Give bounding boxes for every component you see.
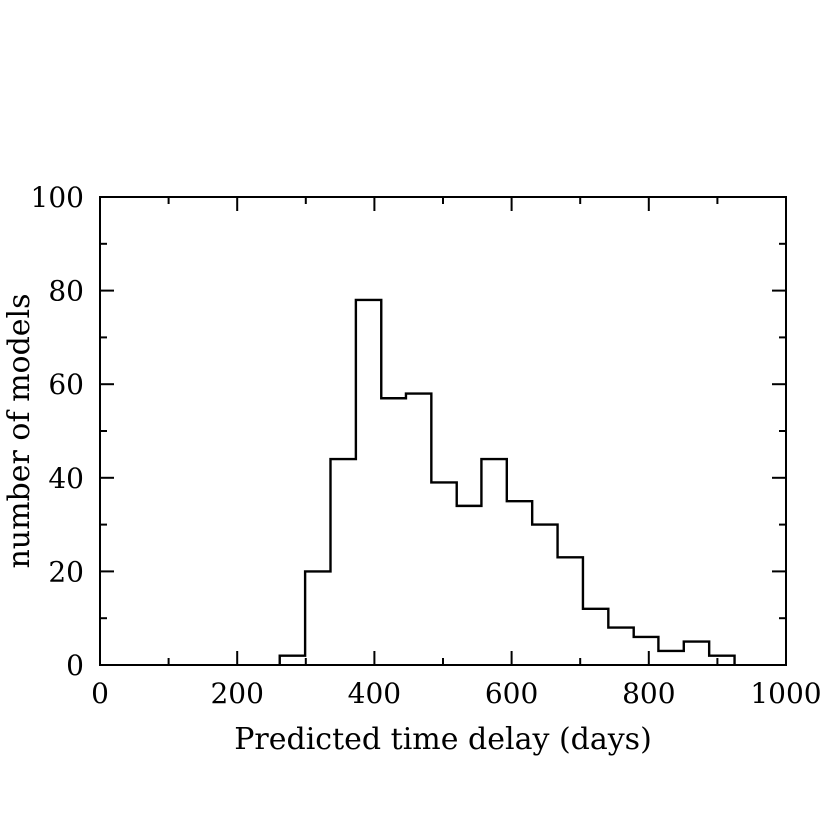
histogram-bar	[406, 394, 431, 665]
y-tick-labels: 0 20 40 60 80 100	[31, 181, 84, 682]
histogram-bar	[658, 651, 683, 665]
histogram-bar	[330, 459, 355, 665]
y-tick-label: 100	[31, 181, 84, 214]
histogram-bar	[280, 656, 305, 665]
x-tick-label: 600	[485, 677, 538, 710]
x-tick-label: 0	[91, 677, 109, 710]
x-axis-label: Predicted time delay (days)	[234, 722, 652, 757]
histogram-bar	[431, 482, 456, 665]
axis-ticks	[99, 196, 787, 666]
histogram-bar	[684, 642, 709, 665]
histogram-bar	[457, 506, 482, 665]
histogram-bar	[583, 609, 608, 665]
x-tick-label: 1000	[750, 677, 821, 710]
histogram-bar	[305, 571, 330, 665]
x-tick-label: 800	[622, 677, 675, 710]
y-tick-label: 60	[48, 368, 84, 401]
plot-frame	[99, 196, 787, 666]
y-tick-label: 80	[48, 275, 84, 308]
y-tick-label: 20	[48, 555, 84, 588]
histogram-bar	[356, 300, 381, 665]
histogram-bar	[532, 525, 557, 665]
histogram-bar	[481, 459, 506, 665]
histogram-bar	[634, 637, 659, 665]
x-tick-label: 400	[348, 677, 401, 710]
histogram-bar	[709, 656, 734, 665]
histogram-bar	[558, 557, 583, 665]
histogram-bar	[381, 398, 406, 665]
x-tick-label: 200	[210, 677, 263, 710]
y-axis-label: number of models	[2, 293, 37, 568]
y-tick-label: 40	[48, 462, 84, 495]
y-tick-label: 0	[66, 649, 84, 682]
histogram-bar	[608, 628, 633, 665]
histogram-outline	[278, 298, 736, 665]
histogram-bar	[507, 501, 532, 665]
x-tick-labels: 0 200 400 600 800 1000	[91, 677, 822, 710]
